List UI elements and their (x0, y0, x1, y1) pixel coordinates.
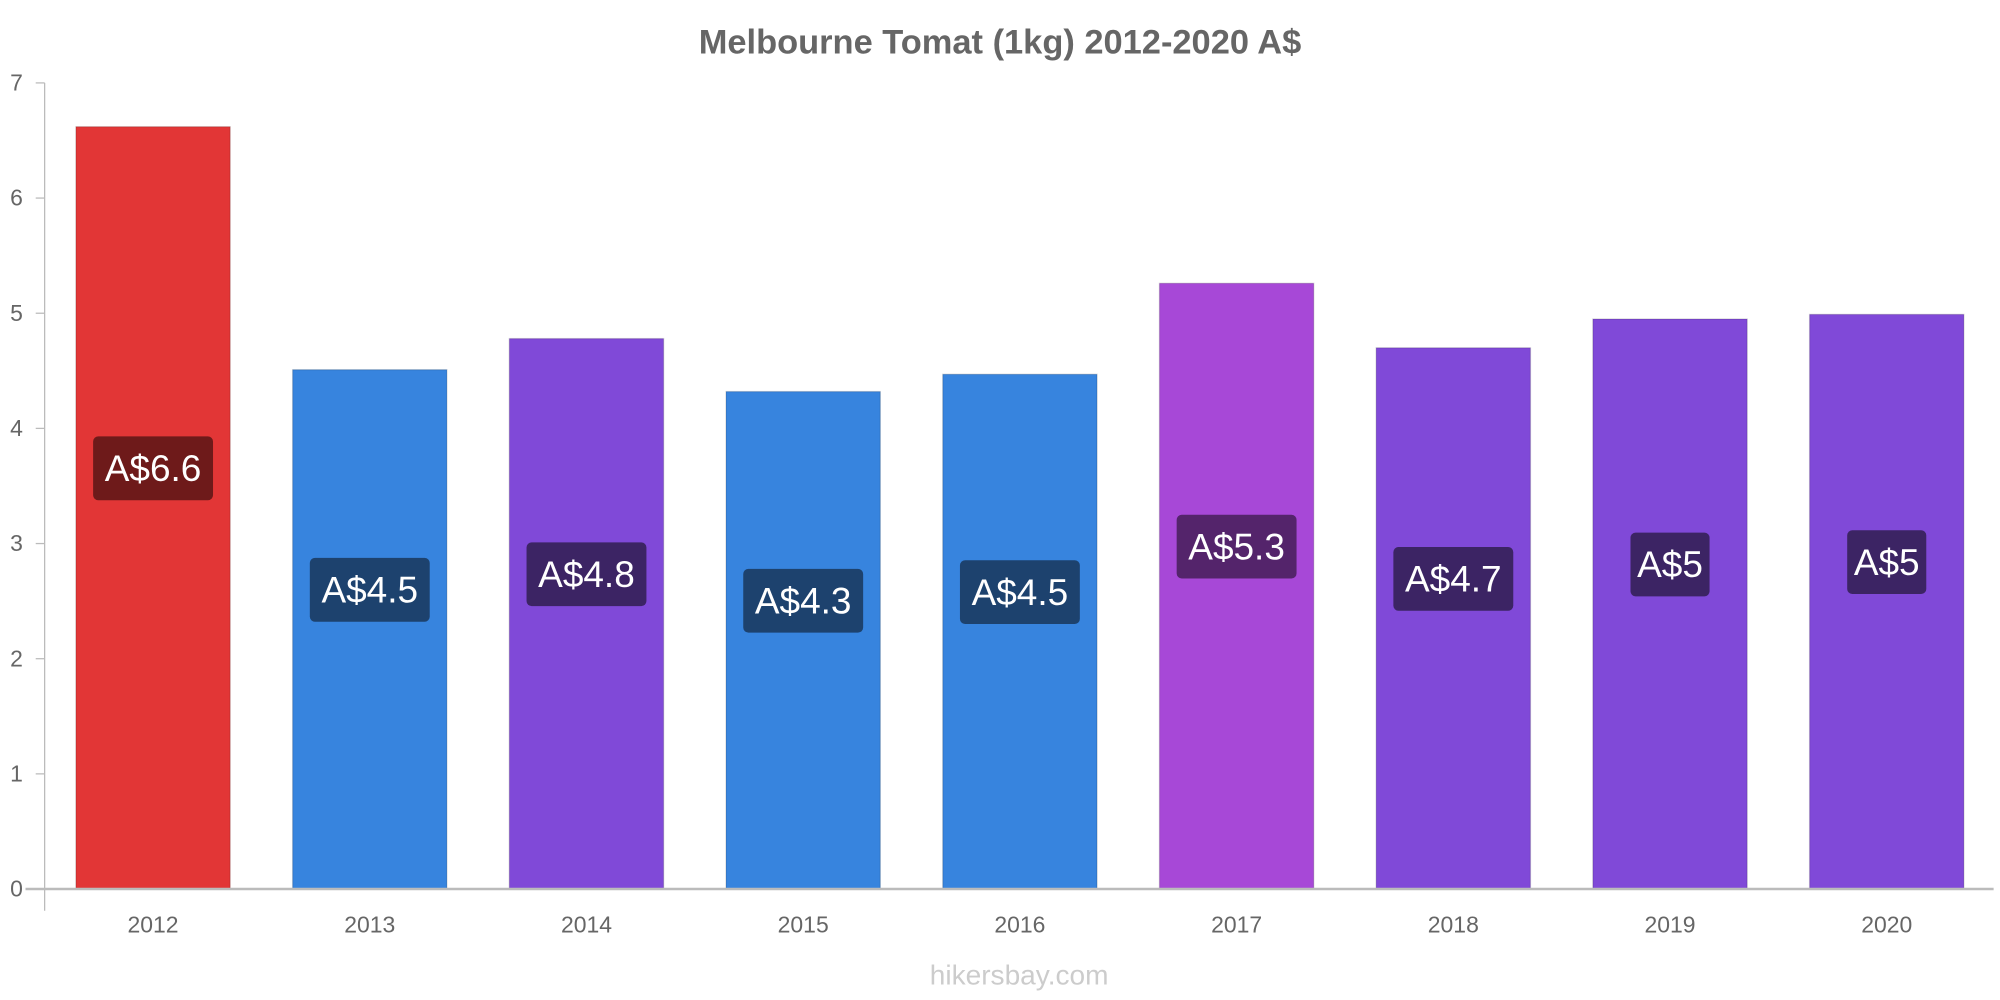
data-label: A$5.3 (1188, 526, 1285, 567)
y-axis: 0 1 2 3 4 5 6 7 (10, 70, 45, 902)
watermark: hikersbay.com (930, 960, 1109, 991)
x-tick-label: 2016 (994, 911, 1045, 937)
data-label: A$4.3 (755, 580, 852, 621)
x-tick-label: 2019 (1645, 911, 1696, 937)
data-label: A$6.6 (105, 448, 202, 489)
data-label-box (93, 436, 214, 501)
x-tick-label: 2012 (128, 911, 179, 937)
y-tick-label: 6 (10, 185, 23, 211)
data-label: A$5 (1637, 544, 1703, 585)
x-axis: 2012 2013 2014 2015 2016 2017 2018 2019 2020 (128, 911, 1913, 937)
bar-2015 (725, 390, 881, 890)
y-tick-label: 4 (10, 415, 23, 441)
x-tick-label: 2017 (1211, 911, 1262, 937)
data-label-box (1393, 546, 1514, 611)
bar-2012 (75, 126, 231, 890)
data-label: A$4.5 (972, 572, 1069, 613)
data-label: A$5 (1854, 542, 1920, 583)
x-tick-label: 2015 (778, 911, 829, 937)
y-tick-label: 2 (10, 645, 23, 671)
chart-title: Melbourne Tomat (1kg) 2012-2020 A$ (699, 24, 1302, 62)
bars: A$6.6 A$4.5 A$4.8 A$4.3 A$4.5 A$5.3 A$4.7 A$5 A$… (75, 126, 1965, 890)
data-label-box (743, 568, 864, 633)
bar-2014 (508, 337, 665, 890)
x-tick-label: 2014 (561, 911, 612, 937)
bar-2016 (942, 373, 1098, 890)
data-label-box (1847, 530, 1927, 595)
data-label-box (526, 542, 647, 607)
bar-2018 (1375, 347, 1532, 890)
x-tick-label: 2013 (344, 911, 395, 937)
bar-2013 (291, 369, 448, 890)
data-label-box (309, 557, 430, 622)
data-label: A$4.5 (321, 570, 418, 611)
y-tick-label: 7 (10, 70, 23, 96)
data-label: A$4.8 (538, 554, 635, 595)
data-label: A$4.7 (1405, 559, 1502, 600)
y-tick-label: 5 (10, 300, 23, 326)
y-tick-label: 1 (10, 761, 23, 787)
y-tick-label: 3 (10, 530, 23, 556)
data-label-box (1630, 532, 1710, 597)
data-label-box (959, 560, 1080, 624)
x-tick-label: 2018 (1428, 911, 1479, 937)
x-tick-label: 2020 (1861, 911, 1912, 937)
data-label-box (1176, 514, 1297, 579)
y-tick-label: 0 (10, 876, 23, 902)
bar-2020 (1808, 313, 1965, 890)
bar-2017 (1158, 282, 1315, 890)
bar-2019 (1592, 318, 1748, 890)
